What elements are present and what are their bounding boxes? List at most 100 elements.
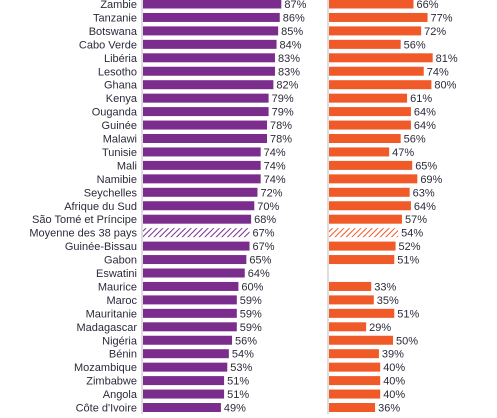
- category-label: Afrique du Sud: [64, 201, 137, 213]
- category-label: Côte d'Ivoire: [76, 403, 137, 415]
- category-label: Gabon: [104, 255, 137, 267]
- left-bar: [143, 214, 252, 224]
- left-bar: [143, 295, 237, 305]
- left-value-label: 72%: [260, 187, 282, 199]
- category-label: Bénin: [109, 349, 137, 361]
- left-value-label: 59%: [240, 295, 262, 307]
- right-bar: [329, 39, 401, 49]
- right-value-label: 63%: [413, 187, 435, 199]
- right-bar: [329, 281, 372, 291]
- left-value-label: 56%: [235, 335, 257, 347]
- category-label: Mali: [117, 160, 137, 172]
- category-label: Moyenne des 38 pays: [29, 228, 137, 240]
- category-label: Mauritanie: [86, 308, 137, 320]
- right-bar: [329, 308, 395, 318]
- left-bar: [143, 66, 275, 76]
- left-bar: [143, 201, 255, 211]
- right-value-label: 35%: [377, 295, 399, 307]
- category-label: Malawi: [103, 134, 137, 146]
- left-bar: [143, 160, 261, 170]
- category-label: Seychelles: [84, 187, 138, 199]
- category-label: Botswana: [89, 26, 138, 38]
- right-value-label: 40%: [383, 362, 405, 374]
- left-bar: [143, 335, 233, 345]
- left-value-label: 82%: [276, 80, 298, 92]
- right-value-label: 56%: [404, 39, 426, 51]
- right-value-label: 36%: [378, 403, 400, 415]
- left-value-label: 64%: [248, 268, 270, 280]
- category-label: Lesotho: [98, 66, 137, 78]
- right-bar: [329, 174, 418, 184]
- right-value-label: 61%: [410, 93, 432, 105]
- left-value-label: 51%: [227, 376, 249, 388]
- left-value-label: 54%: [232, 349, 254, 361]
- left-value-label: 83%: [278, 66, 300, 78]
- right-value-label: 50%: [396, 335, 418, 347]
- left-bar: [143, 362, 228, 372]
- left-value-label: 79%: [272, 93, 294, 105]
- right-bar: [329, 0, 414, 9]
- right-value-label: 52%: [399, 241, 421, 253]
- right-value-label: 33%: [374, 281, 396, 293]
- right-value-label: 72%: [424, 26, 446, 38]
- category-label: Maroc: [106, 295, 137, 307]
- left-bar: [143, 281, 239, 291]
- right-value-label: 81%: [436, 53, 458, 65]
- right-value-label: 54%: [401, 228, 423, 240]
- category-label: Guinée-Bissau: [65, 241, 137, 253]
- category-label: Zimbabwe: [86, 376, 137, 388]
- right-value-label: 80%: [434, 80, 456, 92]
- right-bar: [329, 107, 411, 117]
- right-bar: [329, 93, 408, 103]
- right-value-label: 64%: [414, 107, 436, 119]
- right-value-label: 40%: [383, 376, 405, 388]
- left-bar: [143, 187, 258, 197]
- left-value-label: 67%: [253, 228, 275, 240]
- left-bar: [143, 80, 274, 90]
- right-value-label: 56%: [404, 134, 426, 146]
- right-bar: [329, 201, 411, 211]
- left-bar: [143, 26, 279, 36]
- left-bar: [143, 120, 268, 130]
- right-value-label: 69%: [420, 174, 442, 186]
- category-label: Angola: [103, 389, 138, 401]
- right-bar: [329, 241, 396, 251]
- right-value-label: 51%: [397, 308, 419, 320]
- right-bar: [329, 26, 422, 36]
- right-bar: [329, 66, 424, 76]
- right-value-label: 66%: [416, 0, 438, 11]
- right-bar: [329, 349, 379, 359]
- left-value-label: 84%: [280, 39, 302, 51]
- left-bar: [143, 349, 229, 359]
- right-value-label: 47%: [392, 147, 414, 159]
- left-value-label: 78%: [270, 134, 292, 146]
- right-value-label: 39%: [382, 349, 404, 361]
- right-bar: [329, 362, 381, 372]
- left-value-label: 68%: [254, 214, 276, 226]
- left-value-label: 74%: [264, 147, 286, 159]
- left-bar: [143, 93, 269, 103]
- category-label: Madagascar: [76, 322, 137, 334]
- category-label: Nigéria: [102, 335, 138, 347]
- left-value-label: 79%: [272, 107, 294, 119]
- right-value-label: 74%: [427, 66, 449, 78]
- left-value-label: 85%: [281, 26, 303, 38]
- left-value-label: 87%: [284, 0, 306, 11]
- left-bar: [143, 308, 237, 318]
- right-value-label: 29%: [369, 322, 391, 334]
- left-value-label: 51%: [227, 389, 249, 401]
- right-bar: [329, 295, 374, 305]
- left-value-label: 70%: [257, 201, 279, 213]
- left-value-label: 60%: [241, 281, 263, 293]
- left-bar: [143, 12, 280, 22]
- left-bar: [143, 134, 268, 143]
- category-label: Cabo Verde: [79, 39, 137, 51]
- left-value-label: 78%: [270, 120, 292, 132]
- left-bar: [143, 107, 269, 117]
- category-label: Eswatini: [96, 268, 137, 280]
- left-bar: [143, 147, 261, 157]
- left-bar: [143, 39, 277, 49]
- right-bar: [329, 187, 410, 197]
- right-bar: [329, 80, 432, 90]
